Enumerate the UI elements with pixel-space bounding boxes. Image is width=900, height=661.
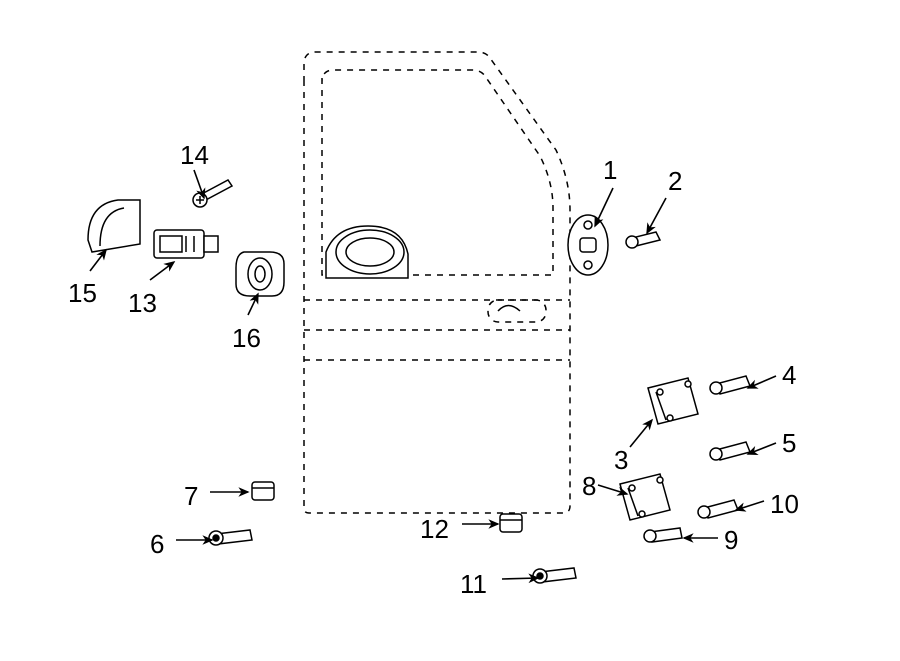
leader-arrow-13 (150, 262, 174, 280)
leader-arrow-2 (647, 198, 666, 233)
part-bolt-9 (644, 528, 682, 542)
part-cover-15 (88, 200, 140, 252)
callout-label-8: 8 (582, 471, 596, 502)
callout-label-4: 4 (782, 360, 796, 391)
part-bolt-6 (209, 530, 252, 545)
callout-label-9: 9 (724, 525, 738, 556)
leader-arrow-11 (502, 578, 538, 579)
part-lower-hinge (620, 474, 670, 520)
leader-arrow-1 (595, 188, 613, 226)
callout-label-1: 1 (603, 155, 617, 186)
callout-label-2: 2 (668, 166, 682, 197)
callout-label-16: 16 (232, 323, 261, 354)
callout-label-7: 7 (184, 481, 198, 512)
part-bolt-11 (533, 568, 576, 583)
leader-arrow-4 (748, 376, 776, 388)
part-door-check-13 (154, 230, 218, 258)
diagram-stage: 12345678910111213141516 (0, 0, 900, 661)
part-bumper-12 (500, 514, 522, 532)
part-bolt-2 (626, 232, 660, 248)
part-bracket-16 (236, 252, 284, 296)
leader-arrow-16 (248, 294, 258, 315)
part-bolt-4 (710, 376, 750, 394)
door-shell (304, 52, 570, 513)
callout-label-13: 13 (128, 288, 157, 319)
part-upper-hinge (648, 378, 698, 424)
callout-label-15: 15 (68, 278, 97, 309)
part-bumper-7 (252, 482, 274, 500)
leader-arrow-5 (748, 443, 776, 454)
callout-label-14: 14 (180, 140, 209, 171)
diagram-svg (0, 0, 900, 661)
callout-label-12: 12 (420, 514, 449, 545)
callout-label-3: 3 (614, 445, 628, 476)
callout-label-6: 6 (150, 529, 164, 560)
callout-label-11: 11 (460, 569, 487, 600)
part-striker-plate (568, 215, 608, 275)
side-mirror (326, 226, 408, 278)
leader-arrow-10 (736, 501, 764, 510)
callout-label-5: 5 (782, 428, 796, 459)
part-bolt-10 (698, 500, 738, 518)
leader-arrow-3 (630, 420, 652, 447)
part-bolt-5 (710, 442, 750, 460)
leader-arrow-15 (90, 250, 106, 271)
callout-label-10: 10 (770, 489, 799, 520)
